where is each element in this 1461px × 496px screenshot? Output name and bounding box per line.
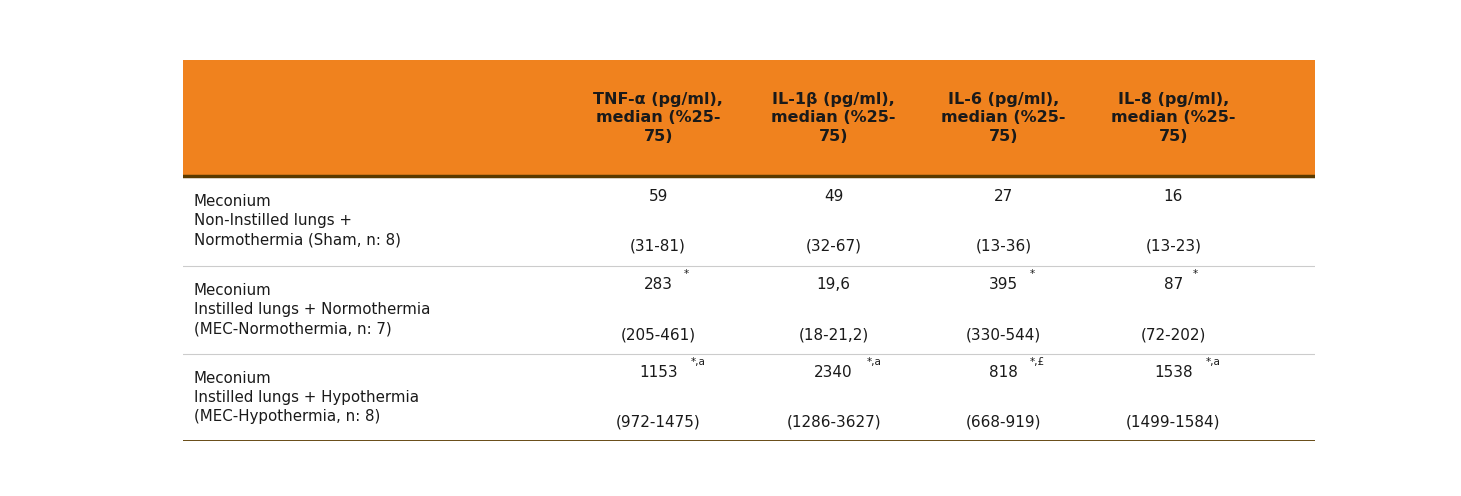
Text: (72-202): (72-202)	[1141, 327, 1205, 342]
Text: 27: 27	[993, 188, 1012, 203]
Text: (13-36): (13-36)	[976, 238, 1031, 253]
Text: *,a: *,a	[866, 357, 881, 367]
Text: (1499-1584): (1499-1584)	[1126, 415, 1220, 430]
Text: 19,6: 19,6	[817, 277, 850, 292]
Text: IL-8 (pg/ml),
median (%25-
75): IL-8 (pg/ml), median (%25- 75)	[1112, 92, 1236, 144]
Text: (18-21,2): (18-21,2)	[799, 327, 869, 342]
Text: *,a: *,a	[691, 357, 706, 367]
Text: 49: 49	[824, 188, 843, 203]
Text: TNF-α (pg/ml),
median (%25-
75): TNF-α (pg/ml), median (%25- 75)	[593, 92, 723, 144]
Text: 59: 59	[649, 188, 668, 203]
Text: (32-67): (32-67)	[805, 238, 862, 253]
Text: *: *	[684, 269, 690, 279]
Text: (668-919): (668-919)	[966, 415, 1042, 430]
Text: *: *	[1030, 269, 1034, 279]
Text: 16: 16	[1163, 188, 1183, 203]
Text: 818: 818	[989, 365, 1018, 380]
Text: 1153: 1153	[638, 365, 678, 380]
Text: (330-544): (330-544)	[966, 327, 1042, 342]
Text: Meconium
Instilled lungs + Hypothermia
(MEC-Hypothermia, n: 8): Meconium Instilled lungs + Hypothermia (…	[194, 371, 419, 424]
Text: (205-461): (205-461)	[621, 327, 695, 342]
Text: IL-1β (pg/ml),
median (%25-
75): IL-1β (pg/ml), median (%25- 75)	[771, 92, 896, 144]
Text: 395: 395	[989, 277, 1018, 292]
Text: Meconium
Instilled lungs + Normothermia
(MEC-Normothermia, n: 7): Meconium Instilled lungs + Normothermia …	[194, 283, 431, 336]
Bar	[183, 60, 1315, 176]
Text: (1286-3627): (1286-3627)	[786, 415, 881, 430]
Text: (13-23): (13-23)	[1145, 238, 1201, 253]
Text: *,a: *,a	[1207, 357, 1221, 367]
Text: *,£: *,£	[1030, 357, 1045, 367]
Text: Meconium
Non-Instilled lungs +
Normothermia (Sham, n: 8): Meconium Non-Instilled lungs + Normother…	[194, 194, 400, 248]
Text: 1538: 1538	[1154, 365, 1192, 380]
Text: 283: 283	[644, 277, 672, 292]
Text: *: *	[1192, 269, 1198, 279]
Text: (31-81): (31-81)	[630, 238, 687, 253]
Text: 2340: 2340	[814, 365, 853, 380]
Text: IL-6 (pg/ml),
median (%25-
75): IL-6 (pg/ml), median (%25- 75)	[941, 92, 1065, 144]
Text: (972-1475): (972-1475)	[615, 415, 701, 430]
Text: 87: 87	[1164, 277, 1183, 292]
